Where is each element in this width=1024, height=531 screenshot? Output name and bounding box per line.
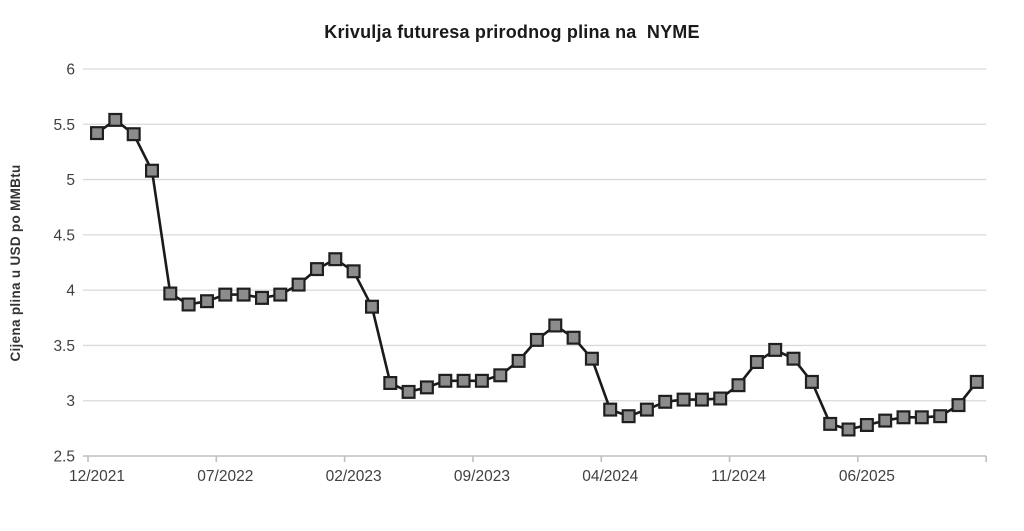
data-point-marker — [181, 297, 196, 312]
data-point-marker — [914, 410, 929, 425]
data-point-marker — [786, 351, 801, 366]
y-tick-label: 6 — [66, 62, 75, 79]
data-point-marker — [346, 264, 361, 279]
data-point-marker — [896, 410, 911, 425]
y-tick-label: 5 — [66, 172, 75, 189]
data-point-marker — [841, 422, 856, 437]
data-point-marker — [529, 332, 544, 347]
data-point-marker — [658, 394, 673, 409]
data-point-marker — [328, 252, 343, 267]
y-tick-label: 3.5 — [53, 338, 75, 355]
data-point-marker — [969, 374, 984, 389]
data-point-marker — [126, 127, 141, 142]
y-tick-label: 4 — [66, 283, 75, 300]
y-tick-label: 2.5 — [53, 449, 75, 466]
data-point-marker — [108, 112, 123, 127]
data-point-marker — [511, 353, 526, 368]
series-line — [95, 118, 979, 431]
y-tick-label: 3 — [66, 393, 75, 410]
data-point-marker — [200, 294, 215, 309]
x-tick-label: 12/2021 — [69, 468, 125, 485]
data-point-marker — [951, 398, 966, 413]
data-point-marker — [273, 287, 288, 302]
data-point-marker — [438, 373, 453, 388]
data-point-marker — [584, 351, 599, 366]
x-tick-label: 07/2022 — [197, 468, 253, 485]
x-tick-label: 09/2023 — [454, 468, 510, 485]
data-point-marker — [145, 163, 160, 178]
data-point-marker — [804, 374, 819, 389]
data-point-marker — [639, 402, 654, 417]
x-tick-label: 02/2023 — [326, 468, 382, 485]
y-tick-label: 4.5 — [53, 227, 75, 244]
data-point-marker — [621, 409, 636, 424]
data-point-marker — [548, 318, 563, 333]
data-point-marker — [566, 330, 581, 345]
x-tick-label: 04/2024 — [582, 468, 638, 485]
data-point-marker — [365, 299, 380, 314]
data-point-marker — [474, 373, 489, 388]
data-point-marker — [456, 373, 471, 388]
chart-title: Krivulja futuresa prirodnog plina na NYM… — [324, 22, 700, 42]
data-point-marker — [823, 416, 838, 431]
data-point-marker — [749, 355, 764, 370]
data-point-marker — [255, 290, 270, 305]
data-point-marker — [676, 392, 691, 407]
data-point-marker — [383, 376, 398, 391]
data-point-marker — [878, 413, 893, 428]
data-point-marker — [310, 262, 325, 277]
data-point-marker — [933, 409, 948, 424]
data-point-marker — [694, 392, 709, 407]
data-point-marker — [401, 384, 416, 399]
data-point-marker — [859, 418, 874, 433]
data-point-marker — [713, 391, 728, 406]
data-point-marker — [218, 287, 233, 302]
x-tick-label: 06/2025 — [839, 468, 895, 485]
data-point-marker — [236, 287, 251, 302]
y-tick-label: 5.5 — [53, 117, 75, 134]
data-point-marker — [419, 380, 434, 395]
data-point-marker — [603, 402, 618, 417]
data-point-marker — [89, 126, 104, 141]
x-tick-label: 11/2024 — [711, 468, 766, 485]
data-point-marker — [731, 378, 746, 393]
data-point-marker — [291, 277, 306, 292]
data-point-marker — [768, 342, 783, 357]
data-point-marker — [163, 286, 178, 301]
data-point-marker — [493, 368, 508, 383]
